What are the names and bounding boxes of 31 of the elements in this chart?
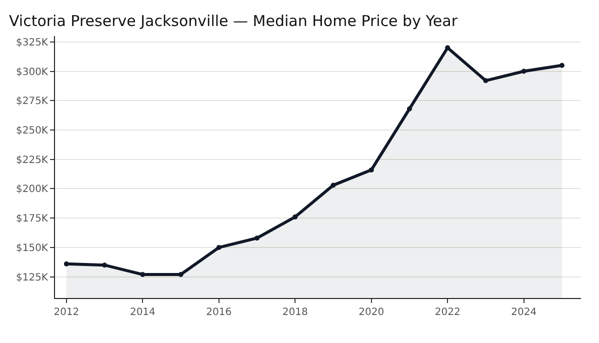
- point: [445, 45, 450, 50]
- point: [330, 182, 336, 188]
- y-tick-label: $300K: [16, 66, 48, 78]
- point: [140, 272, 146, 277]
- point: [64, 261, 69, 266]
- x-tick-label: 2022: [434, 307, 460, 318]
- y-tick-label: $150K: [16, 242, 48, 254]
- point: [216, 244, 222, 250]
- y-tick-label: $225K: [16, 154, 48, 166]
- y-tick-label: $325K: [16, 37, 48, 48]
- point: [368, 167, 374, 172]
- x-tick-label: 2012: [54, 307, 80, 318]
- x-tick-label: 2024: [511, 307, 537, 318]
- y-tick-label: $250K: [16, 125, 48, 136]
- x-tick-label: 2016: [206, 307, 232, 318]
- point: [102, 262, 108, 268]
- point: [521, 68, 526, 74]
- x-tick-label: 2020: [358, 307, 384, 318]
- x-tick-label: 2014: [130, 307, 156, 318]
- point: [483, 78, 488, 84]
- y-tick-label: $175K: [16, 214, 48, 225]
- point: [292, 214, 298, 220]
- point: [406, 106, 412, 112]
- point: [178, 272, 184, 277]
- x-tick-label: 2018: [282, 307, 308, 318]
- point: [559, 62, 564, 68]
- y-tick-label: $275K: [16, 96, 48, 108]
- chart-title: Victoria Preserve Jacksonville — Median Home Price by Year: [8, 12, 458, 30]
- point: [254, 236, 260, 241]
- y-tick-label: $200K: [16, 184, 48, 196]
- y-tick-label: $125K: [16, 272, 48, 284]
